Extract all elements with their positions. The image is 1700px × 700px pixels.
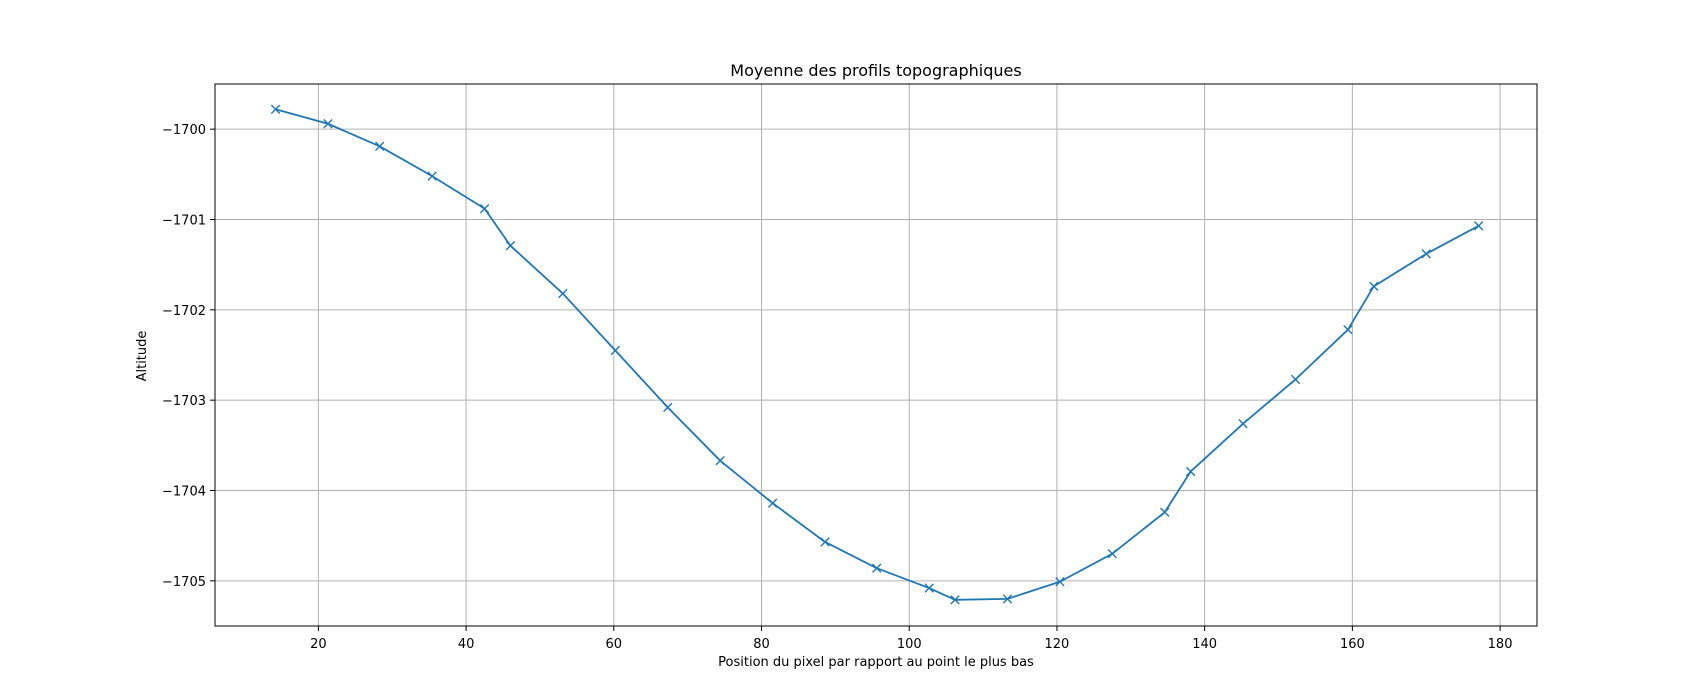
series-line	[275, 108, 1480, 601]
x-tick-label: 160	[1340, 637, 1365, 652]
x-tick-label: 180	[1488, 637, 1513, 652]
x-tick-label: 20	[310, 637, 327, 652]
x-tick-label: 40	[458, 637, 475, 652]
data-point	[1290, 374, 1301, 385]
x-tick-label: 100	[897, 637, 922, 652]
y-tick-label: −1702	[162, 304, 206, 319]
ticks: 20 40 60 80 100 120 140 160 180 −1700 −1701 −1702 −1…	[162, 123, 1512, 652]
data-point	[767, 498, 778, 508]
data-point	[820, 537, 830, 547]
data-point	[427, 171, 437, 181]
x-tick-label: 80	[753, 637, 770, 652]
data-point	[375, 141, 385, 152]
chart-title: Moyenne des profils topographiques	[730, 61, 1021, 80]
data-point	[610, 345, 620, 356]
data-point	[1160, 507, 1170, 517]
data-point	[950, 595, 960, 605]
data-point	[1421, 249, 1431, 259]
data-point	[924, 583, 934, 593]
data-point	[1107, 549, 1118, 559]
data-point	[663, 402, 673, 413]
y-tick-label: −1703	[162, 394, 206, 409]
y-tick-label: −1700	[162, 123, 206, 138]
data-point	[1238, 418, 1248, 429]
grid	[215, 84, 1537, 626]
x-tick-label: 140	[1192, 637, 1217, 652]
data-point	[1473, 221, 1484, 231]
data-point	[1369, 281, 1379, 292]
data-point	[270, 104, 281, 114]
data-point	[558, 288, 568, 299]
x-tick-label: 120	[1045, 637, 1070, 652]
data-point	[323, 119, 333, 129]
y-tick-label: −1701	[162, 214, 206, 229]
x-tick-label: 60	[606, 637, 623, 652]
data-point	[872, 563, 882, 573]
data-point	[1055, 577, 1065, 587]
data-point	[479, 203, 490, 214]
data-point	[715, 455, 725, 466]
y-axis-label: Altitude	[135, 331, 150, 382]
y-tick-label: −1704	[162, 485, 206, 500]
plot-frame	[214, 83, 1538, 627]
data-point	[1002, 594, 1013, 604]
data-point	[505, 241, 516, 251]
x-axis-label: Position du pixel par rapport au point l…	[718, 655, 1034, 670]
data-point	[1343, 325, 1353, 335]
series-layer	[270, 104, 1484, 605]
y-tick-label: −1705	[162, 575, 206, 590]
data-point	[1185, 466, 1196, 477]
